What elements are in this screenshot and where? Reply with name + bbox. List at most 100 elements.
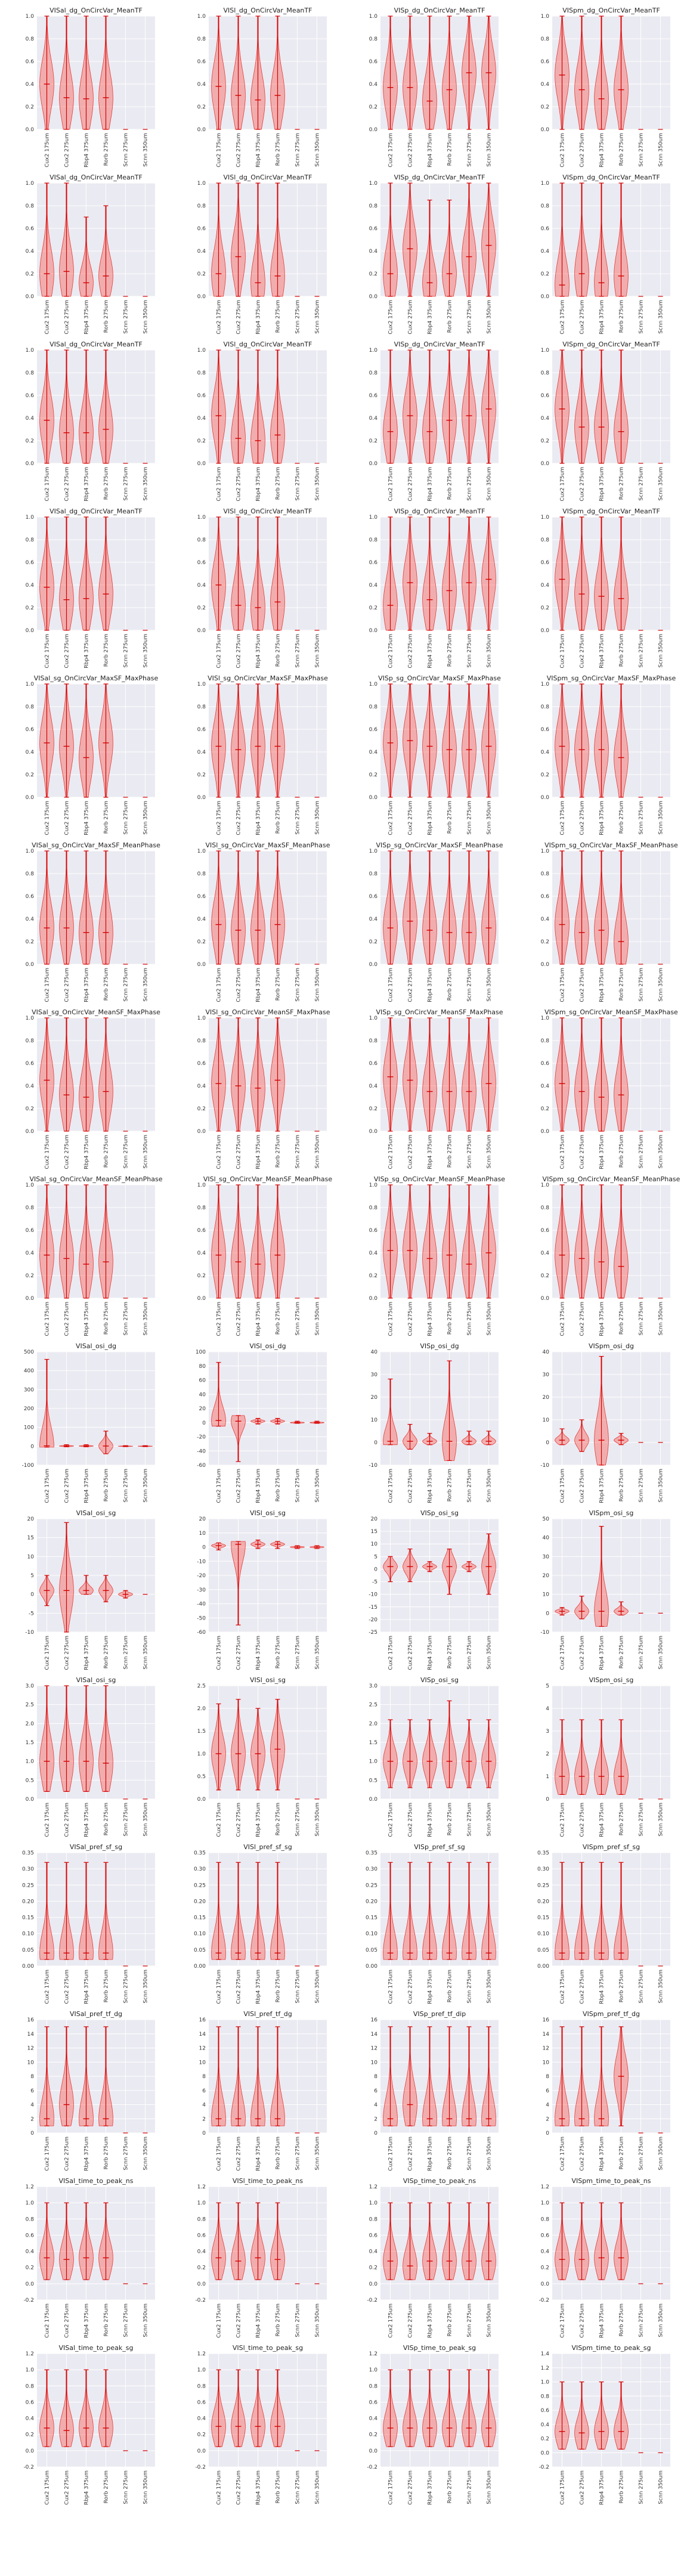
- violin-2: [79, 850, 94, 965]
- y-tick-label: 1.0: [197, 2200, 206, 2206]
- violin-1: [231, 2369, 246, 2447]
- violin-2: [422, 850, 437, 965]
- x-tick-label: Scnn 350um: [658, 2303, 664, 2337]
- violin-3: [98, 205, 113, 297]
- x-tick-label: Rorb 275um: [619, 1970, 625, 2002]
- y-tick-label: 40: [371, 1349, 378, 1355]
- subplot-title: VISl_dg_OnCircVar_MeanTF: [224, 507, 312, 515]
- x-tick-label: Scnn 275um: [639, 467, 645, 501]
- y-tick-label: -0.2: [195, 2464, 206, 2470]
- x-tick-label: Scnn 350um: [143, 1469, 149, 1503]
- y-tick-label: 1.0: [541, 181, 550, 187]
- y-tick-label: 0.4: [197, 917, 206, 922]
- violin-1: [231, 2026, 246, 2126]
- y-tick-label: 0.8: [541, 871, 550, 877]
- violin-4: [462, 349, 476, 464]
- x-tick-label: Rbp4 375um: [84, 1135, 90, 1169]
- y-tick-label: 0.2: [541, 2436, 549, 2442]
- x-tick-label: Cux2 175um: [216, 2303, 222, 2338]
- violin-3: [614, 516, 629, 631]
- violin-3: [614, 850, 629, 965]
- x-tick-label: Cux2 175um: [560, 467, 566, 501]
- violin-3: [270, 1418, 285, 1425]
- x-tick-label: Cux2 275um: [408, 1970, 414, 2004]
- violin-2: [250, 1418, 265, 1425]
- subplot-title: VISal_sg_OnCircVar_MeanSF_MaxPhase: [32, 1008, 160, 1016]
- violin-1: [574, 516, 589, 631]
- violin-0: [211, 1862, 226, 1960]
- y-tick-label: 0.6: [197, 1228, 206, 1234]
- plot-area: [37, 2354, 155, 2467]
- violin-0: [555, 1862, 570, 1960]
- subplot-29: 0.0 0.2 0.4 0.6 0.8 1.0VISl_sg_OnCircVar_Mean…: [197, 1175, 333, 1336]
- y-tick-label: 1.2: [26, 2184, 34, 2190]
- subplot-title: VISp_dg_OnCircVar_MeanTF: [394, 7, 485, 14]
- violin-1: [574, 1184, 589, 1299]
- violin-1: [231, 1541, 246, 1626]
- x-tick-label: Rbp4 375um: [256, 1302, 262, 1336]
- subplot-54: -0.2 0.0 0.2 0.4 0.6 0.8 1.0 1.2 VISp_time_to_pe…: [367, 2177, 499, 2338]
- y-tick-label: 0.8: [197, 537, 206, 543]
- y-tick-label: 0.4: [369, 2249, 378, 2255]
- y-tick-label: 5: [30, 1573, 34, 1579]
- subplot-3: 0.0 0.2 0.4 0.6 0.8 1.0 VISpm_dg_OnCircVar_Mea…: [541, 7, 670, 168]
- x-tick-label: Cux2 275um: [408, 133, 414, 168]
- y-tick-label: 0.00: [537, 1964, 549, 1970]
- violin-1: [231, 1184, 246, 1299]
- violin-0: [211, 1542, 226, 1550]
- y-tick-label: 1.0: [369, 181, 378, 187]
- violin-3: [442, 1017, 457, 1132]
- violin-2: [594, 2026, 609, 2126]
- violin-2: [79, 1444, 94, 1447]
- violin-0: [383, 16, 398, 130]
- y-tick-label: 0.0: [197, 2281, 206, 2287]
- y-tick-label: 0.0: [369, 294, 378, 300]
- x-tick-label: Cux2 175um: [45, 1636, 51, 1670]
- x-tick-label: Scnn 350um: [487, 1302, 493, 1336]
- y-tick-label: 1.0: [26, 1182, 35, 1188]
- x-tick-label: Rorb 275um: [447, 801, 453, 834]
- x-tick-label: Cux2 175um: [216, 1970, 222, 2004]
- violin-1: [59, 182, 74, 297]
- y-tick-label: 0.2: [197, 2432, 206, 2438]
- x-tick-label: Cux2 275um: [580, 968, 586, 1002]
- y-tick-label: -20: [197, 1573, 206, 1579]
- violin-0: [383, 683, 398, 798]
- violin-3: [442, 1360, 457, 1461]
- y-tick-label: 6: [202, 2088, 206, 2094]
- x-tick-label: Scnn 350um: [143, 1302, 149, 1336]
- y-tick-label: -20: [197, 1435, 206, 1441]
- x-tick-label: Scnn 350um: [315, 1970, 321, 2004]
- y-tick-label: 0.8: [26, 1038, 35, 1044]
- y-tick-label: 0.8: [197, 203, 206, 209]
- x-tick-label: Cux2 175um: [45, 1970, 51, 2004]
- x-tick-label: Rorb 275um: [276, 2137, 281, 2169]
- y-tick-label: 0.8: [26, 2383, 35, 2389]
- y-tick-label: 0.6: [26, 393, 35, 399]
- x-tick-label: Scnn 275um: [295, 801, 301, 835]
- y-tick-label: 0.20: [366, 1899, 377, 1905]
- violin-3: [98, 850, 113, 965]
- y-tick-label: 4: [202, 2103, 206, 2109]
- y-tick-label: 2: [30, 2116, 34, 2122]
- y-tick-label: 0.2: [197, 605, 206, 611]
- x-tick-label: Scnn 275um: [639, 1803, 645, 1837]
- x-tick-label: Rorb 275um: [447, 133, 453, 166]
- y-tick-label: 10: [543, 2060, 550, 2066]
- y-tick-label: 0.10: [194, 1931, 206, 1937]
- subplot-45: 0.00 0.05 0.10 0.15 0.20 0.25 0.30 0.35 VISl_pre…: [194, 1843, 327, 2004]
- y-tick-label: 0.00: [366, 1964, 377, 1970]
- x-tick-label: Rbp4 375um: [256, 467, 262, 501]
- subplot-12: 0.0 0.2 0.4 0.6 0.8 1.0 VISal_dg_OnCircVar_Mea…: [26, 507, 155, 668]
- violin-3: [442, 349, 457, 464]
- violin-0: [383, 1556, 398, 1583]
- x-tick-label: Scnn 275um: [123, 1469, 129, 1503]
- violin-5: [481, 2026, 496, 2126]
- y-tick-label: -10: [369, 1463, 377, 1469]
- violin-0: [211, 1362, 226, 1427]
- y-tick-label: -40: [197, 1448, 206, 1454]
- y-tick-label: 14: [371, 2032, 378, 2038]
- y-tick-label: 0.0: [197, 795, 206, 801]
- violin-2: [79, 1685, 94, 1792]
- subplot-22: 0.0 0.2 0.4 0.6 0.8 1.0VISp_sg_OnCircVar_MaxS…: [369, 841, 503, 1002]
